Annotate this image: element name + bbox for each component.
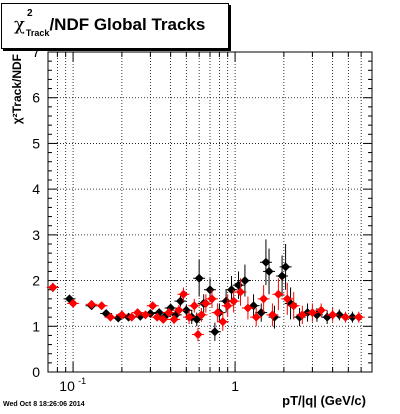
x-tick-label: 10 (59, 378, 75, 394)
data-point (174, 305, 184, 315)
y-tick-label: 4 (32, 181, 40, 197)
title-subscript: Track (25, 28, 50, 38)
y-tick-label: 1 (32, 318, 40, 334)
title-rest: /NDF Global Tracks (49, 15, 206, 34)
data-point (259, 294, 269, 304)
data-point (297, 310, 307, 320)
y-tick-label: 2 (32, 273, 40, 289)
data-point (281, 262, 291, 272)
data-point (164, 308, 174, 318)
y-axis-title: χ²Track/NDF (10, 54, 24, 124)
data-point (316, 305, 326, 315)
data-point (267, 310, 277, 320)
title-superscript: 2 (27, 8, 33, 19)
timestamp-footer: Wed Oct 8 18:26:06 2014 (3, 401, 85, 408)
x-tick-label: 1 (231, 378, 239, 394)
data-point (354, 312, 364, 322)
data-point (141, 310, 151, 320)
data-point (277, 271, 287, 281)
data-point (105, 312, 115, 322)
title-chi-symbol: χ (14, 14, 25, 35)
data-point (213, 308, 223, 318)
y-tick-label: 3 (32, 227, 40, 243)
data-point (264, 266, 274, 276)
data-point (148, 301, 158, 311)
data-point (48, 282, 58, 292)
data-point (218, 317, 228, 327)
data-point (194, 273, 204, 283)
x-axis-title: pT/|q| (GeV/c) (282, 393, 366, 408)
y-tick-label: 6 (32, 90, 40, 106)
data-points (46, 239, 365, 342)
data-point (117, 310, 127, 320)
data-point (236, 287, 246, 297)
data-point (243, 303, 253, 313)
data-point (347, 312, 357, 322)
data-point (340, 312, 350, 322)
y-tick-label: 5 (32, 135, 40, 151)
data-point (240, 276, 250, 286)
x-tick-label-exponent: -1 (78, 376, 86, 386)
data-point (289, 301, 299, 311)
axis-labels: 0 1 2 3 4 5 6 7 10 -1 1 pT/|q| (GeV/c) χ²Track/NDF (10, 44, 366, 408)
data-point (184, 312, 194, 322)
data-point (68, 298, 78, 308)
data-point (169, 314, 179, 324)
data-point (158, 314, 168, 324)
data-point (193, 330, 203, 340)
title-box: χ 2 Track/NDF Global Tracks (1, 3, 229, 49)
data-point (251, 312, 261, 322)
data-point (178, 289, 188, 299)
data-point (273, 289, 283, 299)
axis-ticks (47, 52, 373, 373)
data-point (97, 301, 107, 311)
data-point (189, 301, 199, 311)
data-point (210, 327, 220, 337)
data-point (261, 257, 271, 267)
data-point (223, 301, 233, 311)
data-point (196, 310, 206, 320)
data-point (201, 298, 211, 308)
data-point (328, 310, 338, 320)
data-point (307, 308, 317, 318)
y-tick-label: 7 (32, 44, 40, 60)
data-point (127, 312, 137, 322)
data-point (87, 299, 97, 309)
data-point (282, 294, 292, 304)
data-point (207, 294, 217, 304)
data-point (229, 296, 239, 306)
chart-title: χ 2 Track/NDF Global Tracks (14, 8, 206, 38)
y-tick-label: 0 (32, 364, 40, 380)
data-point (175, 296, 185, 306)
data-point (181, 305, 191, 315)
